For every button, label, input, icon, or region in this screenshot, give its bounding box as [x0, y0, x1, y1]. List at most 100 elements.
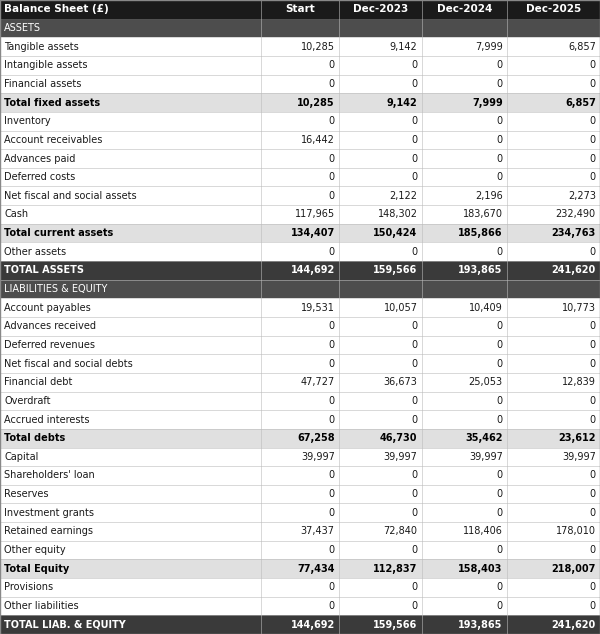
Text: 0: 0: [497, 508, 503, 518]
Bar: [0, 224, 600, 242]
Text: 0: 0: [329, 470, 335, 481]
Text: 0: 0: [329, 321, 335, 332]
Text: 47,727: 47,727: [301, 377, 335, 387]
Text: TOTAL LIAB. & EQUITY: TOTAL LIAB. & EQUITY: [4, 619, 126, 630]
Text: 0: 0: [590, 583, 596, 592]
Text: 0: 0: [329, 601, 335, 611]
Text: 112,837: 112,837: [373, 564, 418, 574]
Text: Cash: Cash: [4, 209, 28, 219]
Text: 23,612: 23,612: [558, 433, 596, 443]
Bar: [0, 242, 600, 261]
Text: 0: 0: [497, 116, 503, 126]
Text: Provisions: Provisions: [4, 583, 53, 592]
Text: 185,866: 185,866: [458, 228, 503, 238]
Text: 0: 0: [329, 172, 335, 182]
Text: 0: 0: [497, 60, 503, 70]
Bar: [0, 280, 600, 299]
Text: 0: 0: [329, 116, 335, 126]
Text: 7,999: 7,999: [472, 98, 503, 108]
Bar: [0, 410, 600, 429]
Text: 0: 0: [590, 489, 596, 499]
Text: Start: Start: [285, 4, 315, 15]
Text: Accrued interests: Accrued interests: [4, 415, 90, 425]
Text: 19,531: 19,531: [301, 302, 335, 313]
Text: 0: 0: [590, 172, 596, 182]
Text: 0: 0: [412, 545, 418, 555]
Text: Other liabilities: Other liabilities: [4, 601, 79, 611]
Text: 6,857: 6,857: [565, 98, 596, 108]
Text: Total fixed assets: Total fixed assets: [4, 98, 100, 108]
Text: 10,057: 10,057: [383, 302, 418, 313]
Text: 148,302: 148,302: [377, 209, 418, 219]
Text: 0: 0: [497, 79, 503, 89]
Text: Tangible assets: Tangible assets: [4, 42, 79, 51]
Bar: [0, 149, 600, 168]
Text: 39,997: 39,997: [469, 452, 503, 462]
Text: 0: 0: [590, 116, 596, 126]
Text: 234,763: 234,763: [551, 228, 596, 238]
Text: 0: 0: [329, 583, 335, 592]
Text: 0: 0: [497, 172, 503, 182]
Text: Shareholders' loan: Shareholders' loan: [4, 470, 95, 481]
Text: Total current assets: Total current assets: [4, 228, 113, 238]
Text: 6,857: 6,857: [568, 42, 596, 51]
Text: 67,258: 67,258: [297, 433, 335, 443]
Text: Financial debt: Financial debt: [4, 377, 73, 387]
Text: 0: 0: [497, 601, 503, 611]
Text: 0: 0: [329, 340, 335, 350]
Text: Net fiscal and social assets: Net fiscal and social assets: [4, 191, 137, 201]
Bar: [0, 392, 600, 410]
Text: 0: 0: [329, 489, 335, 499]
Text: TOTAL ASSETS: TOTAL ASSETS: [4, 266, 84, 275]
Text: 0: 0: [590, 340, 596, 350]
Bar: [0, 522, 600, 541]
Text: 0: 0: [590, 79, 596, 89]
Text: 0: 0: [590, 359, 596, 368]
Text: 39,997: 39,997: [562, 452, 596, 462]
Text: 39,997: 39,997: [384, 452, 418, 462]
Text: 0: 0: [412, 601, 418, 611]
Text: 0: 0: [590, 396, 596, 406]
Text: 10,409: 10,409: [469, 302, 503, 313]
Text: 0: 0: [412, 135, 418, 145]
Text: 77,434: 77,434: [297, 564, 335, 574]
Bar: [0, 317, 600, 335]
Bar: [0, 37, 600, 56]
Bar: [0, 597, 600, 616]
Text: 37,437: 37,437: [301, 526, 335, 536]
Text: 0: 0: [412, 489, 418, 499]
Text: 2,196: 2,196: [475, 191, 503, 201]
Text: 9,142: 9,142: [387, 98, 418, 108]
Text: 218,007: 218,007: [551, 564, 596, 574]
Text: 12,839: 12,839: [562, 377, 596, 387]
Text: Dec-2025: Dec-2025: [526, 4, 581, 15]
Text: 9,142: 9,142: [390, 42, 418, 51]
Text: Other equity: Other equity: [4, 545, 66, 555]
Text: 25,053: 25,053: [469, 377, 503, 387]
Text: Retained earnings: Retained earnings: [4, 526, 93, 536]
Text: 0: 0: [412, 79, 418, 89]
Text: Reserves: Reserves: [4, 489, 49, 499]
Text: 0: 0: [329, 247, 335, 257]
Text: 0: 0: [412, 340, 418, 350]
Text: 2,122: 2,122: [389, 191, 418, 201]
Text: 0: 0: [412, 583, 418, 592]
Text: 0: 0: [497, 470, 503, 481]
Text: 0: 0: [590, 60, 596, 70]
Text: 193,865: 193,865: [458, 619, 503, 630]
Text: 0: 0: [497, 359, 503, 368]
Text: 118,406: 118,406: [463, 526, 503, 536]
Text: 0: 0: [497, 583, 503, 592]
Text: 144,692: 144,692: [290, 266, 335, 275]
Text: 46,730: 46,730: [380, 433, 418, 443]
Text: Advances paid: Advances paid: [4, 153, 76, 164]
Text: 0: 0: [412, 508, 418, 518]
Text: 241,620: 241,620: [551, 619, 596, 630]
Text: 0: 0: [329, 545, 335, 555]
Text: 158,403: 158,403: [458, 564, 503, 574]
Text: 241,620: 241,620: [551, 266, 596, 275]
Bar: [0, 18, 600, 37]
Text: 193,865: 193,865: [458, 266, 503, 275]
Text: 0: 0: [329, 153, 335, 164]
Text: Other assets: Other assets: [4, 247, 67, 257]
